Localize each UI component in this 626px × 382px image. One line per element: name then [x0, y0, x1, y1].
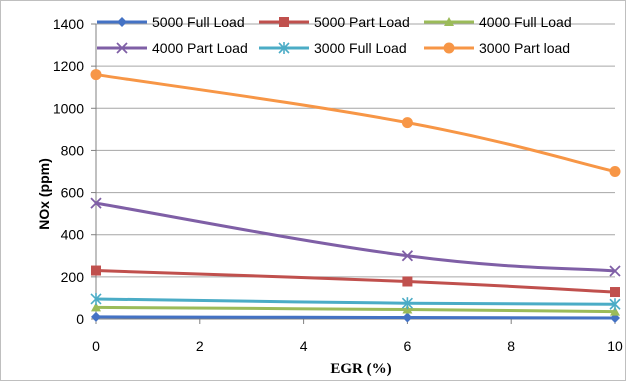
- data-point: [402, 276, 413, 287]
- data-point: [91, 265, 101, 276]
- data-point: [609, 265, 621, 277]
- data-point: [443, 42, 455, 54]
- y-axis-title: NOx (ppm): [36, 158, 52, 230]
- legend-item: 3000 Part load: [424, 40, 570, 56]
- data-point: [401, 250, 414, 262]
- y-tick-label: 0: [76, 311, 84, 327]
- legend-label: 5000 Part Load: [314, 14, 410, 30]
- data-point: [90, 69, 102, 81]
- series-4000-part-load: [90, 197, 621, 277]
- data-point: [609, 298, 621, 311]
- data-point: [91, 311, 101, 322]
- legend-label: 5000 Full Load: [152, 14, 245, 30]
- legend-label: 4000 Full Load: [479, 14, 572, 30]
- legend: 5000 Full Load 5000 Part Load 4000 Full Lo…: [97, 14, 572, 56]
- y-tick-label: 400: [61, 227, 85, 243]
- data-point: [278, 42, 290, 54]
- x-tick-label: 4: [300, 338, 308, 354]
- x-tick-label: 0: [92, 338, 100, 354]
- legend-item: 3000 Full Load: [259, 40, 407, 56]
- series-line: [95, 73, 616, 173]
- legend-item: 4000 Part Load: [97, 40, 248, 56]
- data-point: [610, 306, 620, 316]
- legend-label: 3000 Part load: [479, 40, 570, 56]
- legend-label: 4000 Part Load: [152, 40, 248, 56]
- series-line: [95, 305, 616, 314]
- data-point: [91, 302, 101, 312]
- series-3000-part-load: [90, 69, 621, 177]
- data-point: [90, 197, 102, 209]
- x-tick-label: 10: [607, 338, 623, 354]
- data-point: [116, 42, 128, 54]
- x-axis-title: EGR (%): [330, 361, 391, 377]
- data-point: [444, 17, 454, 26]
- data-point: [279, 17, 289, 27]
- data-point: [117, 17, 127, 27]
- series-line: [95, 201, 616, 273]
- series-5000-part-load: [91, 265, 620, 298]
- legend-item: 5000 Full Load: [97, 14, 245, 30]
- legend-item: 5000 Part Load: [259, 14, 410, 30]
- legend-label: 3000 Full Load: [314, 40, 407, 56]
- data-point: [401, 117, 413, 129]
- series-line: [95, 315, 616, 320]
- x-tick-label: 8: [507, 338, 515, 354]
- series-line: [95, 269, 616, 294]
- y-tick-label: 1200: [53, 58, 84, 74]
- legend-item: 4000 Full Load: [424, 14, 572, 30]
- series-5000-full-load: [91, 311, 620, 323]
- x-tick-label: 2: [196, 338, 204, 354]
- y-tick-label: 600: [61, 185, 85, 201]
- y-tick-label: 800: [61, 142, 85, 158]
- y-tick-label: 1400: [53, 16, 84, 32]
- data-point: [609, 166, 621, 177]
- x-tick-label: 6: [404, 338, 412, 354]
- y-tick-label: 200: [61, 269, 85, 285]
- gridlines: [96, 23, 615, 278]
- series-3000-full-load: [90, 292, 621, 311]
- data-point: [401, 297, 413, 310]
- series-line: [95, 297, 616, 306]
- data-point: [402, 312, 413, 323]
- data-point: [90, 292, 102, 305]
- y-tick-label: 1000: [53, 100, 84, 116]
- data-point: [610, 287, 620, 298]
- series: [90, 69, 621, 323]
